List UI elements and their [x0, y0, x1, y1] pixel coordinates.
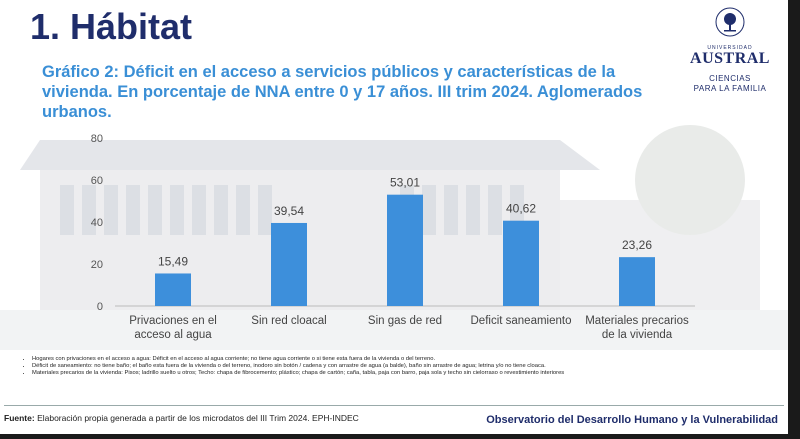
bar	[619, 257, 655, 306]
logo-faculty: CIENCIAS PARA LA FAMILIA	[680, 74, 780, 94]
bar	[271, 222, 307, 306]
logo-faculty-line2: PARA LA FAMILIA	[693, 84, 767, 93]
footnote-item: Materiales precarios de la vivienda: Pis…	[32, 370, 772, 377]
page-heading: 1. Hábitat	[30, 6, 193, 47]
data-label: 15,49	[158, 254, 188, 268]
y-tick-label: 0	[97, 301, 103, 313]
bar	[503, 220, 539, 306]
y-tick-label: 60	[91, 175, 103, 187]
source-note: Fuente: Elaboración propia generada a pa…	[4, 413, 359, 423]
logo-faculty-line1: CIENCIAS	[709, 74, 751, 83]
chart-title: Gráfico 2: Déficit en el acceso a servic…	[42, 63, 643, 121]
footnotes: Hogares con privaciones en el acceso a a…	[22, 356, 772, 378]
y-tick-label: 80	[91, 133, 103, 145]
footnote-item: Déficit de saneamiento: no tiene baño; e…	[32, 363, 772, 370]
x-tick-label: Sin red cloacal	[251, 315, 326, 327]
data-label: 39,54	[274, 204, 304, 218]
logo-university-name: AUSTRAL	[690, 50, 770, 67]
data-label: 53,01	[390, 176, 420, 190]
y-tick-label: 20	[91, 259, 103, 271]
background-building-image	[0, 110, 788, 350]
x-tick-label: acceso al agua	[134, 329, 212, 341]
tree-seal-icon	[715, 7, 745, 37]
bar	[387, 194, 423, 306]
source-text: Elaboración propia generada a partir de …	[34, 413, 359, 423]
x-tick-label: Privaciones en el	[129, 315, 217, 327]
x-tick-label: Deficit saneamiento	[471, 315, 572, 327]
data-label: 40,62	[506, 202, 536, 216]
footnote-item: Hogares con privaciones en el acceso a a…	[32, 356, 772, 363]
data-label: 23,26	[622, 238, 652, 252]
university-logo: UNIVERSIDAD AUSTRAL CIENCIAS PARA LA FAM…	[680, 6, 780, 94]
slide: 1. Hábitat Gráfico 2: Déficit en el acce…	[0, 0, 788, 434]
x-tick-label: Materiales precarios	[585, 315, 689, 327]
logo-university-label: UNIVERSIDAD	[707, 45, 753, 51]
footer-divider	[4, 405, 784, 406]
x-tick-label: de la vivienda	[602, 329, 673, 341]
y-tick-label: 40	[91, 217, 103, 229]
x-tick-label: Sin gas de red	[368, 315, 442, 327]
source-label: Fuente:	[4, 413, 35, 423]
bar-chart: 0 20 40 60 80 15,49 Privaciones en el acceso al…	[91, 133, 695, 341]
observatory-name: Observatorio del Desarrollo Humano y la …	[486, 414, 778, 426]
bar	[155, 273, 191, 306]
